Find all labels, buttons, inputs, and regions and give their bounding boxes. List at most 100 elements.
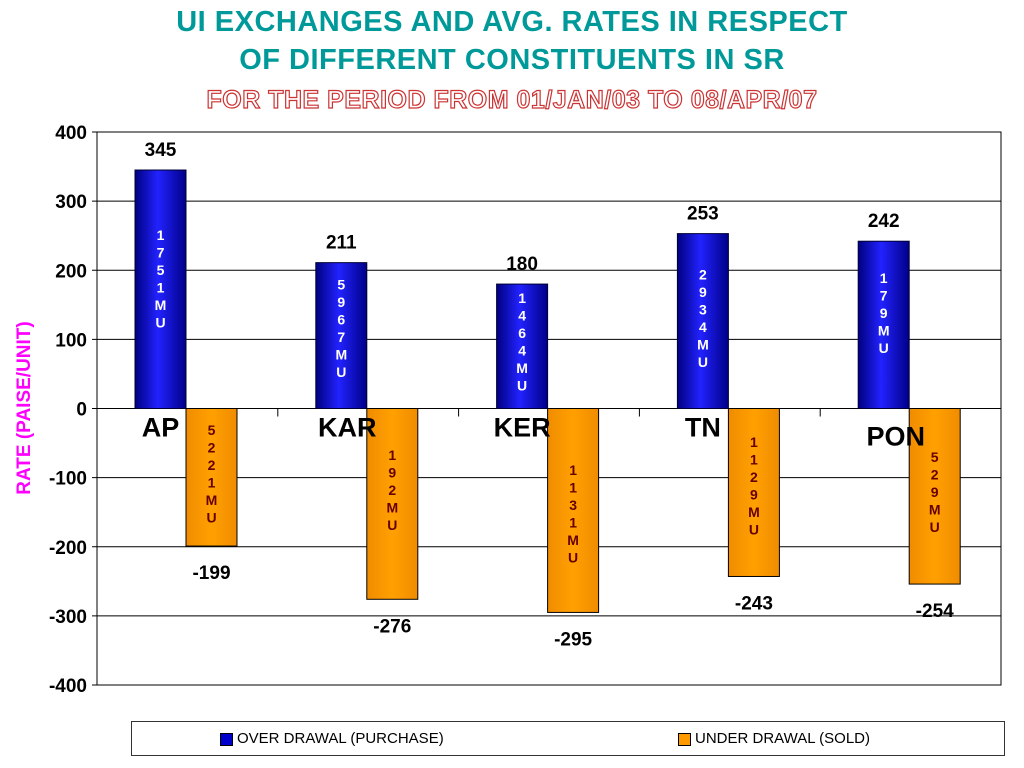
chart-subtitle: FOR THE PERIOD FROM 01/JAN/03 TO 08/APR/… <box>206 85 818 114</box>
legend-label-under-drawal: UNDER DRAWAL (SOLD) <box>695 730 871 747</box>
data-label-over-drawal: 242 <box>868 211 900 232</box>
bar-text-over-drawal: 1 <box>157 280 165 296</box>
bar-text-under-drawal: U <box>387 517 397 533</box>
bar-text-under-drawal: 2 <box>750 469 758 485</box>
bar-text-under-drawal: 1 <box>388 447 396 463</box>
bar-text-over-drawal: U <box>336 364 346 380</box>
chart-title-line-1: UI EXCHANGES AND AVG. RATES IN RESPECT <box>176 6 848 38</box>
y-tick-label: 100 <box>55 330 87 351</box>
y-tick-label: -100 <box>49 469 87 490</box>
bar-text-under-drawal: 9 <box>388 465 396 481</box>
bar-text-over-drawal: 7 <box>337 329 345 345</box>
bar-over-drawal <box>676 233 729 409</box>
bar-text-over-drawal: 6 <box>518 325 526 341</box>
bar-text-over-drawal: U <box>698 354 708 370</box>
data-label-under-drawal: -295 <box>554 629 592 650</box>
bar-text-over-drawal: 5 <box>337 277 345 293</box>
legend-item-over-drawal: OVER DRAWAL (PURCHASE) <box>220 730 444 747</box>
bar-over-drawal <box>134 169 187 409</box>
bar-text-over-drawal: 9 <box>880 305 888 321</box>
bar-text-under-drawal: M <box>386 500 398 516</box>
bar-text-over-drawal: 3 <box>699 302 707 318</box>
bar-text-over-drawal: 4 <box>518 308 526 324</box>
bar-text-under-drawal: 2 <box>931 467 939 483</box>
y-tick-label: -400 <box>49 676 87 697</box>
bar-text-under-drawal: M <box>567 532 579 548</box>
bar-over-drawal <box>496 283 549 410</box>
bar-text-over-drawal: M <box>878 323 890 339</box>
data-label-over-drawal: 180 <box>506 254 538 275</box>
legend-swatch-blue <box>220 732 233 746</box>
bar-text-over-drawal: 9 <box>337 294 345 310</box>
bar-over-drawal <box>315 262 368 409</box>
legend-item-under-drawal: UNDER DRAWAL (SOLD) <box>678 730 870 747</box>
bar-text-under-drawal: 1 <box>208 475 216 491</box>
y-axis-label: RATE (PAISE/UNIT) <box>14 321 35 494</box>
bar-under-drawal <box>908 408 961 585</box>
category-label: PON <box>866 422 925 452</box>
bar-over-drawal <box>857 240 910 409</box>
bar-text-under-drawal: 2 <box>208 457 216 473</box>
bar-text-under-drawal: 1 <box>569 515 577 531</box>
labels: 345-1991751MU5221MUAP211-2765967MU192MUK… <box>142 140 954 650</box>
chart-title-line-2: OF DIFFERENT CONSTITUENTS IN SR <box>239 44 785 76</box>
data-label-under-drawal: -254 <box>916 601 954 622</box>
bar-text-over-drawal: M <box>697 337 709 353</box>
bar-under-drawal <box>547 408 600 613</box>
y-tick-label: 0 <box>76 400 87 421</box>
category-label: AP <box>142 413 180 443</box>
y-tick-label: 300 <box>55 192 87 213</box>
bar-text-under-drawal: M <box>929 502 941 518</box>
bar-text-under-drawal: U <box>568 550 578 566</box>
bar-text-under-drawal: 1 <box>569 462 577 478</box>
bar-text-under-drawal: 5 <box>931 449 939 465</box>
category-label: TN <box>685 413 721 443</box>
bar-text-over-drawal: 6 <box>337 312 345 328</box>
category-label: KER <box>494 413 551 443</box>
bar-text-over-drawal: 1 <box>157 227 165 243</box>
bar-text-under-drawal: U <box>749 522 759 538</box>
bar-text-over-drawal: U <box>517 378 527 394</box>
bar-text-under-drawal: 9 <box>750 487 758 503</box>
bars <box>134 169 961 613</box>
data-label-under-drawal: -243 <box>735 593 773 614</box>
y-tick-label: -300 <box>49 607 87 628</box>
axes: 400 300 200 100 0 -100 -200 -300 -400 RATE (PAISE… <box>14 123 821 697</box>
category-label: KAR <box>318 413 377 443</box>
y-tick-label: 400 <box>55 123 87 144</box>
data-label-under-drawal: -199 <box>192 563 230 584</box>
bar-text-over-drawal: 5 <box>157 262 165 278</box>
bar-text-under-drawal: 2 <box>208 440 216 456</box>
legend-swatch-orange <box>678 732 691 746</box>
bar-text-under-drawal: U <box>930 519 940 535</box>
bar-text-under-drawal: 1 <box>750 452 758 468</box>
bar-text-under-drawal: 9 <box>931 484 939 500</box>
bar-text-over-drawal: 9 <box>699 284 707 300</box>
bar-text-under-drawal: U <box>206 510 216 526</box>
legend: OVER DRAWAL (PURCHASE) UNDER DRAWAL (SOL… <box>131 721 1005 756</box>
data-label-over-drawal: 211 <box>326 233 357 254</box>
bar-text-under-drawal: 1 <box>750 434 758 450</box>
data-label-under-drawal: -276 <box>373 616 411 637</box>
y-tick-label: -200 <box>49 538 87 559</box>
bar-under-drawal <box>727 408 780 577</box>
bar-text-over-drawal: 2 <box>699 267 707 283</box>
bar-text-over-drawal: M <box>335 347 347 363</box>
bar-text-over-drawal: U <box>879 340 889 356</box>
bar-text-over-drawal: M <box>516 360 528 376</box>
bar-text-over-drawal: M <box>155 297 167 313</box>
bar-text-over-drawal: 1 <box>880 270 888 286</box>
bar-text-under-drawal: 2 <box>388 482 396 498</box>
bar-text-over-drawal: 4 <box>518 343 526 359</box>
bar-text-under-drawal: 1 <box>569 480 577 496</box>
bar-text-over-drawal: 1 <box>518 290 526 306</box>
bar-text-over-drawal: U <box>155 315 165 331</box>
y-tick-label: 200 <box>55 261 87 282</box>
bar-text-over-drawal: 7 <box>157 245 165 261</box>
legend-label-over-drawal: OVER DRAWAL (PURCHASE) <box>237 730 444 747</box>
bar-text-over-drawal: 7 <box>880 288 888 304</box>
data-label-over-drawal: 345 <box>145 140 177 161</box>
bar-text-under-drawal: M <box>206 492 218 508</box>
data-label-over-drawal: 253 <box>687 204 719 225</box>
